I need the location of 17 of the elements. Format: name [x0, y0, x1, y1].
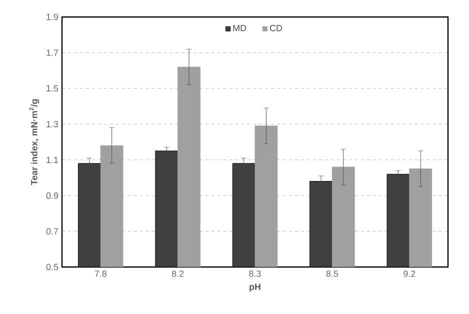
legend-label: CD: [270, 24, 282, 32]
x-tick-label: 8.3: [249, 270, 261, 277]
x-tick-label: 8.2: [172, 270, 184, 277]
x-axis-title: pH: [250, 284, 260, 292]
x-tick-label: 9.2: [404, 270, 416, 277]
y-tick-label: 1.3: [46, 120, 58, 128]
x-tick-label: 7.8: [94, 270, 106, 277]
y-tick-label: 0.9: [46, 192, 58, 199]
y-tick-label: 1.1: [46, 156, 58, 163]
y-tick-label: 1.5: [46, 85, 58, 92]
legend-label: MD: [233, 24, 246, 32]
y-tick-label: 0.5: [46, 264, 58, 270]
y-tick-label: 1.9: [46, 14, 58, 20]
y-tick-label: 0.7: [46, 228, 58, 234]
y-axis-title: Tear index, mN·m$^{2}$/g: [29, 99, 40, 186]
y-tick-label: 1.7: [46, 50, 58, 56]
x-tick-label: 8.5: [326, 270, 338, 277]
